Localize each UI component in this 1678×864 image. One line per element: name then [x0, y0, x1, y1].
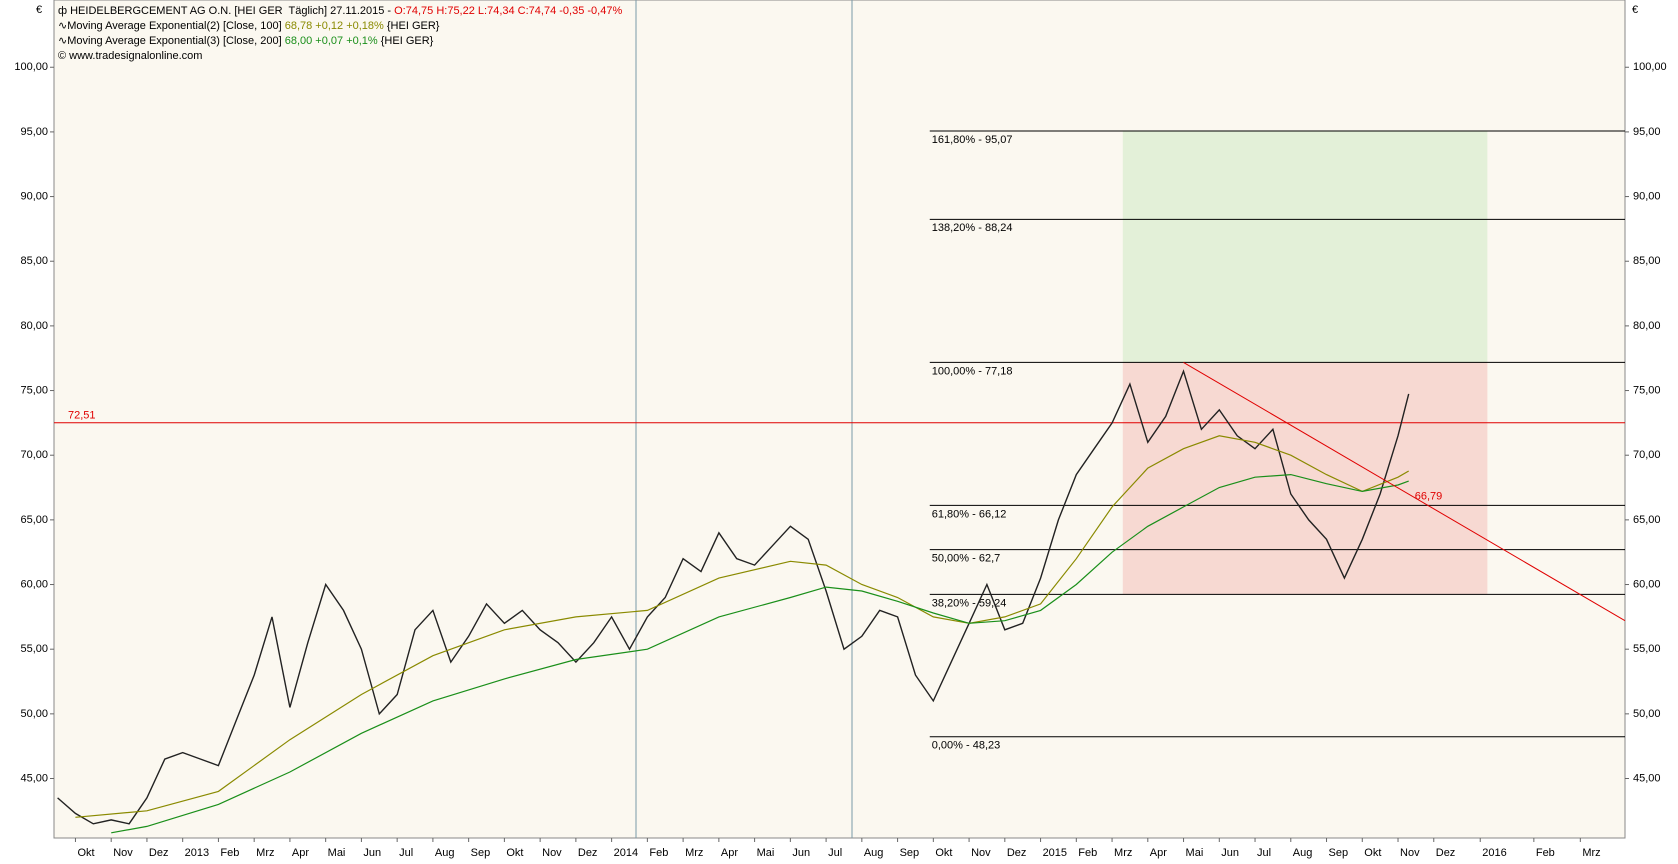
x-tick-label: Aug [435, 847, 455, 859]
x-tick-label: Mai [1186, 847, 1204, 859]
fib-label: 61,80% - 66,12 [932, 508, 1007, 520]
trendline [1183, 361, 1626, 622]
legend-suffix: {HEI GER} [386, 20, 440, 32]
unit-right: € [1632, 4, 1638, 16]
x-tick-label: Feb [649, 847, 668, 859]
legend-label: Moving Average Exponential(2) [Close, 10… [67, 20, 282, 32]
fib-label: 100,00% - 77,18 [932, 365, 1013, 377]
x-tick-label: Jul [828, 847, 842, 859]
y-tick-label: 50,00 [20, 708, 48, 720]
x-tick-label: Feb [1078, 847, 1097, 859]
x-tick-label: Mrz [1114, 847, 1132, 859]
x-tick-label: Dez [1007, 847, 1027, 859]
x-tick-label: Apr [721, 847, 738, 859]
x-tick-label: Mrz [256, 847, 274, 859]
x-tick-label: Mai [328, 847, 346, 859]
fib-label: 0,00% - 48,23 [932, 740, 1001, 752]
fib-label: 161,80% - 95,07 [932, 134, 1013, 146]
y-tick-label: 100,00 [1633, 61, 1667, 73]
source-row: © www.tradesignalonline.com [58, 50, 203, 62]
y-tick-label: 65,00 [1633, 514, 1661, 526]
x-tick-label: Nov [971, 847, 991, 859]
x-tick-label: Sep [1329, 847, 1349, 859]
y-tick-label: 70,00 [1633, 449, 1661, 461]
x-tick-label: Sep [900, 847, 920, 859]
x-tick-label: Jun [792, 847, 810, 859]
x-tick-label: Aug [864, 847, 884, 859]
ema-line [111, 473, 1409, 834]
x-tick-label: Mai [757, 847, 775, 859]
x-tick-label: Mrz [1582, 847, 1600, 859]
legend-row: ∿Moving Average Exponential(3) [Close, 2… [58, 35, 434, 47]
y-tick-label: 80,00 [20, 320, 48, 332]
fib-label: 38,20% - 59,24 [932, 597, 1007, 609]
x-tick-label: Dez [578, 847, 598, 859]
x-tick-label: Aug [1293, 847, 1313, 859]
y-tick-label: 45,00 [1633, 772, 1661, 784]
y-tick-label: 60,00 [1633, 578, 1661, 590]
y-tick-label: 55,00 [20, 643, 48, 655]
x-tick-label: Jun [363, 847, 381, 859]
y-tick-label: 50,00 [1633, 708, 1661, 720]
legend-row: ∿Moving Average Exponential(2) [Close, 1… [58, 20, 440, 32]
x-tick-label: Apr [1150, 847, 1167, 859]
y-tick-label: 55,00 [1633, 643, 1661, 655]
y-tick-label: 80,00 [1633, 320, 1661, 332]
legend-status: 68,78 +0,12 +0,18% [284, 20, 384, 32]
x-tick-label: Okt [1364, 847, 1381, 859]
y-tick-label: 75,00 [1633, 384, 1661, 396]
x-tick-label: Nov [1400, 847, 1420, 859]
legend-label: Moving Average Exponential(3) [Close, 20… [67, 35, 282, 47]
legend-status: 68,00 +0,07 +0,1% [284, 35, 378, 47]
price-line [57, 369, 1410, 825]
x-tick-label: Jun [1221, 847, 1239, 859]
x-tick-label: 2013 [185, 847, 209, 859]
x-tick-label: Feb [220, 847, 239, 859]
x-tick-label: Jul [1257, 847, 1271, 859]
y-tick-label: 85,00 [20, 255, 48, 267]
x-tick-label: Nov [542, 847, 562, 859]
x-tick-label: Okt [77, 847, 94, 859]
ema-line [75, 435, 1410, 818]
y-tick-label: 60,00 [20, 578, 48, 590]
y-tick-label: 90,00 [20, 190, 48, 202]
legend-label: HEIDELBERGCEMENT AG O.N. [HEI GER Täglic… [70, 5, 392, 17]
source: www.tradesignalonline.com [69, 50, 203, 62]
legend-status: O:74,75 H:75,22 L:74,34 C:74,74 -0,35 -0… [394, 5, 623, 17]
legend-suffix: {HEI GER} [380, 35, 434, 47]
y-tick-label: 75,00 [20, 384, 48, 396]
x-tick-label: Sep [471, 847, 491, 859]
x-tick-label: 2014 [614, 847, 638, 859]
x-tick-label: Okt [935, 847, 952, 859]
fib-label: 50,00% - 62,7 [932, 553, 1001, 565]
y-tick-label: 100,00 [14, 61, 48, 73]
x-tick-label: 2016 [1482, 847, 1506, 859]
target-zone [1122, 131, 1488, 363]
x-tick-label: Feb [1536, 847, 1555, 859]
y-tick-label: 95,00 [1633, 126, 1661, 138]
y-tick-label: 95,00 [20, 126, 48, 138]
x-tick-label: Dez [149, 847, 169, 859]
trend-label: 66,79 [1415, 491, 1443, 503]
x-tick-label: Nov [113, 847, 133, 859]
y-tick-label: 70,00 [20, 449, 48, 461]
y-tick-label: 90,00 [1633, 190, 1661, 202]
x-tick-label: 2015 [1043, 847, 1067, 859]
support-label: 72,51 [68, 410, 96, 422]
y-tick-label: 45,00 [20, 772, 48, 784]
x-tick-label: Mrz [685, 847, 703, 859]
legend-row: ф HEIDELBERGCEMENT AG O.N. [HEI GER Tägl… [58, 5, 623, 17]
unit-left: € [36, 4, 42, 16]
x-tick-label: Apr [292, 847, 309, 859]
y-tick-label: 65,00 [20, 514, 48, 526]
fib-label: 138,20% - 88,24 [932, 222, 1013, 234]
x-tick-label: Okt [506, 847, 523, 859]
x-tick-label: Jul [399, 847, 413, 859]
y-tick-label: 85,00 [1633, 255, 1661, 267]
x-tick-label: Dez [1436, 847, 1456, 859]
